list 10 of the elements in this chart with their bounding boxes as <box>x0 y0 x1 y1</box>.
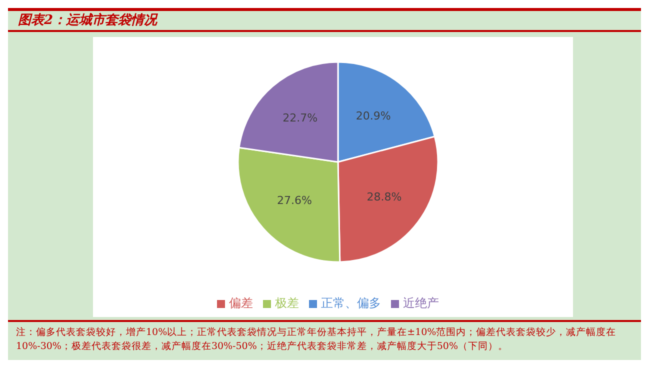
legend-label: 极差 <box>275 296 299 310</box>
text: 图表2：运城市套袋情况 <box>18 12 158 29</box>
legend-label: 偏差 <box>229 296 253 310</box>
data-label: 22.7% <box>282 112 318 125</box>
data-label: 27.6% <box>277 194 312 207</box>
legend-label: 近绝产 <box>403 296 439 310</box>
data-label: 20.9% <box>356 110 391 123</box>
legend-label: 正常、偏多 <box>321 296 381 310</box>
text: 注：偏多代表套袋较好，增产10%以上；正常代表套袋情况与正常年份基本持平，产量在±10%范围内；偏差代表套袋较少，减产幅度在10%-30%；极差代表套袋很差，减产幅度在30%-50%；近绝产代表套袋非常差，减产幅度大于50%（下同）。 <box>16 326 618 354</box>
data-label: 28.8% <box>366 190 402 204</box>
